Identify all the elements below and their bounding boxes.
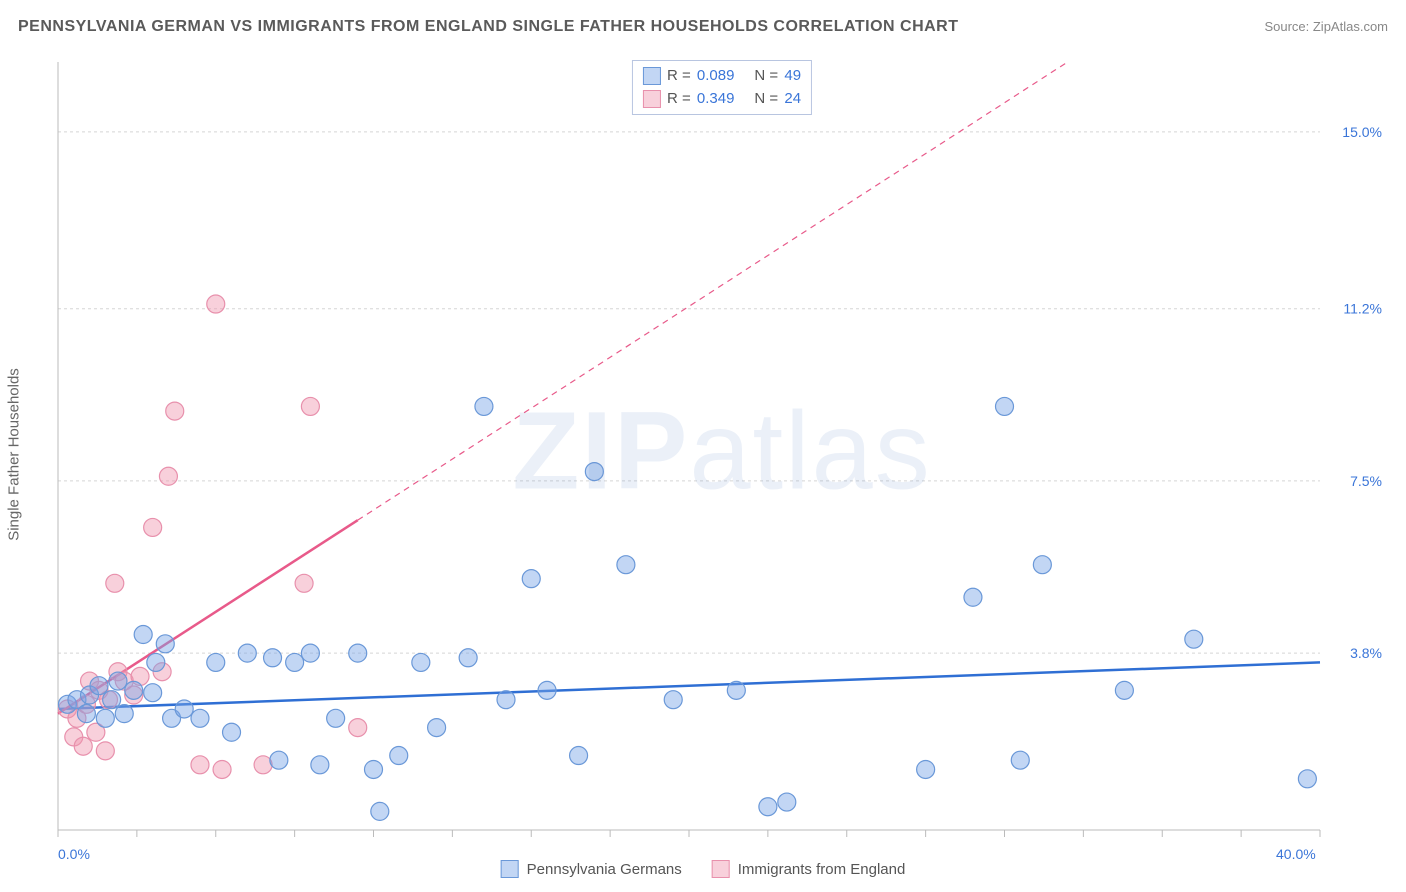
legend-row: R = 0.349N = 24 (643, 88, 801, 111)
x-axis-max-label: 40.0% (1276, 846, 1316, 862)
legend-swatch-icon (643, 67, 661, 85)
svg-text:3.8%: 3.8% (1350, 645, 1382, 661)
chart-title: PENNSYLVANIA GERMAN VS IMMIGRANTS FROM E… (18, 18, 959, 36)
svg-text:7.5%: 7.5% (1350, 473, 1382, 489)
source-attribution: Source: ZipAtlas.com (1264, 19, 1388, 34)
legend-swatch-icon (712, 860, 730, 878)
legend-swatch-icon (501, 860, 519, 878)
series-legend-item: Immigrants from England (712, 860, 906, 878)
svg-text:15.0%: 15.0% (1342, 124, 1382, 140)
svg-text:11.2%: 11.2% (1343, 301, 1382, 317)
series-legend-item: Pennsylvania Germans (501, 860, 682, 878)
series-legend: Pennsylvania Germans Immigrants from Engl… (501, 860, 906, 878)
scatter-svg: 3.8% 7.5% 11.2% 15.0% (56, 60, 1388, 842)
chart-plot-area: ZIPatlas 3.8%7.5%11.2%15.0% R = 0.089N =… (56, 60, 1388, 842)
x-axis-min-label: 0.0% (58, 846, 90, 862)
correlation-legend-box: R = 0.089N = 49R = 0.349N = 24 (632, 60, 812, 115)
legend-row: R = 0.089N = 49 (643, 65, 801, 88)
legend-swatch-icon (643, 90, 661, 108)
y-axis-label: Single Father Households (6, 368, 23, 541)
